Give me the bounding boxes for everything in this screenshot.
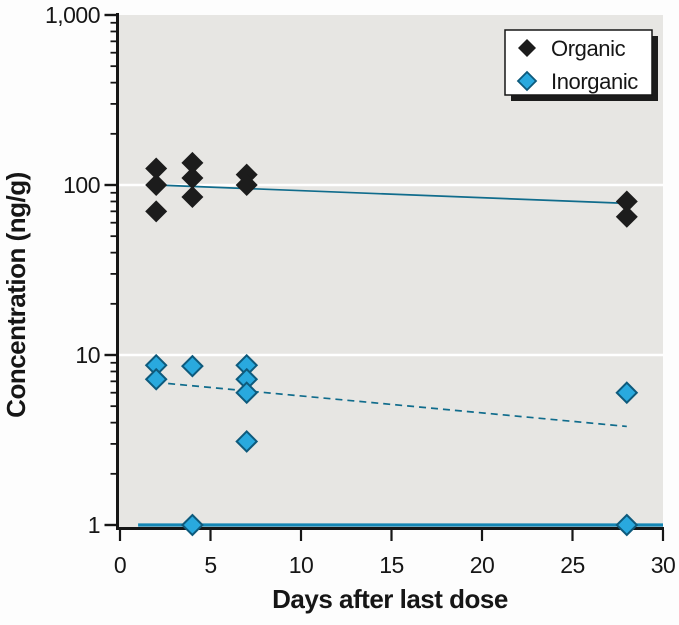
legend-markers (516, 39, 538, 92)
x-tick-label: 20 (470, 552, 495, 578)
data-point-inorganic (144, 367, 168, 391)
data-point-organic (145, 174, 168, 196)
data-point-organic (145, 157, 168, 180)
legend-label-organic: Organic (551, 36, 626, 61)
data-points (144, 151, 639, 537)
y-tick-label: 100 (63, 172, 100, 198)
y-tick-label: 10 (75, 342, 100, 368)
x-tick-label: 0 (114, 552, 126, 578)
legend-marker-inorganic (516, 70, 538, 92)
x-tick-label: 5 (204, 552, 216, 578)
tick-marks (104, 13, 665, 541)
data-point-organic (615, 205, 638, 228)
data-point-inorganic (180, 354, 204, 378)
data-point-organic (235, 174, 258, 196)
data-point-organic (181, 151, 204, 174)
trend-line-inorganic (156, 381, 627, 428)
x-tick-label: 25 (560, 552, 585, 578)
trend-lines (156, 184, 627, 428)
data-point-inorganic (235, 381, 259, 405)
data-point-organic (615, 190, 638, 213)
x-tick-label: 30 (651, 552, 676, 578)
y-tick-label: 1 (88, 512, 100, 538)
data-point-inorganic (180, 513, 204, 537)
data-point-organic (181, 166, 204, 189)
legend: Organic Inorganic (504, 29, 658, 101)
x-tick-label: 10 (289, 552, 314, 578)
x-tick-label: 15 (379, 552, 404, 578)
gridlines (119, 183, 663, 357)
legend-label-inorganic: Inorganic (551, 69, 638, 94)
data-point-organic (145, 200, 168, 223)
x-axis-title: Days after last dose (272, 584, 508, 614)
data-point-organic (181, 185, 204, 208)
trend-line-organic (156, 184, 627, 205)
y-axis-title: Concentration (ng/g) (1, 172, 31, 418)
y-tick-label: 1,000 (45, 2, 100, 28)
data-point-inorganic (615, 513, 639, 537)
data-point-inorganic (235, 430, 259, 453)
tick-labels: 1 10 100 1,000 0 5 10 15 20 25 30 (45, 2, 676, 578)
data-point-inorganic (615, 381, 639, 405)
legend-marker-organic (518, 39, 536, 57)
